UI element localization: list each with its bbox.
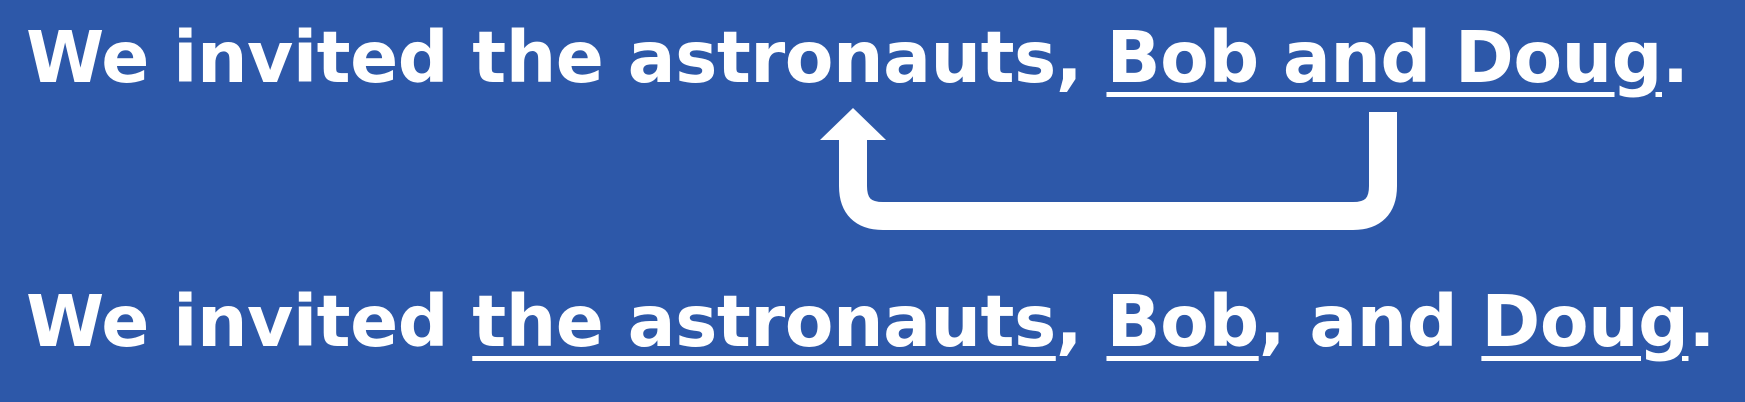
sentence-2-comma-1: , [1055, 280, 1107, 363]
sentence-1-appositive-phrase: Bob and Doug [1106, 16, 1662, 99]
sentence-2-item-doug: Doug [1481, 280, 1689, 363]
list-sentence: We invited the astronauts, Bob, and Doug… [26, 286, 1715, 357]
sentence-2-comma-and: , and [1258, 280, 1482, 363]
sentence-2-item-bob: Bob [1106, 280, 1259, 363]
sentence-1-target-word: astronauts [627, 16, 1057, 99]
sentence-1-comma: , [1055, 16, 1107, 99]
appositive-sentence: We invited the astronauts, Bob and Doug. [26, 22, 1689, 93]
sentence-1-lead: We invited the [26, 16, 628, 99]
sentence-1-period: . [1662, 16, 1689, 99]
sentence-2-lead: We invited [26, 280, 473, 363]
sentence-2-period: . [1688, 280, 1715, 363]
sentence-2-item-astronauts: the astronauts [472, 280, 1056, 363]
